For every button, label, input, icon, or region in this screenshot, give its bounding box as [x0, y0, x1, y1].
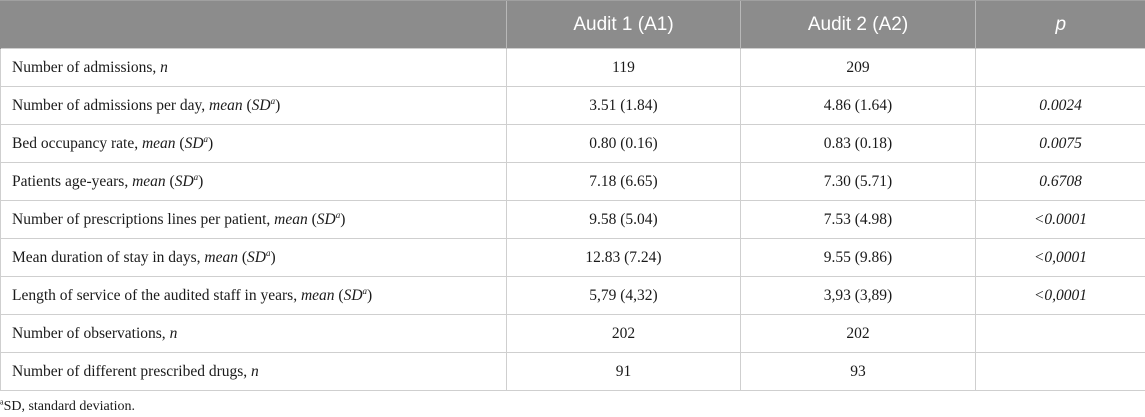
cell-audit2: 7.53 (4.98) — [740, 200, 976, 239]
row-stat: n — [160, 58, 168, 76]
sd-open: ( — [175, 134, 185, 152]
sd-open: ( — [334, 286, 344, 304]
cell-audit2: 9.55 (9.86) — [740, 238, 976, 277]
sd-close: ) — [340, 210, 346, 228]
cell-audit1: 7.18 (6.65) — [506, 162, 741, 201]
sd-close: ) — [275, 96, 281, 114]
table-row: Length of service of the audited staff i… — [0, 276, 1145, 315]
row-label-cell: Patients age-years, mean (SDa) — [0, 162, 507, 201]
header-cell-audit1: Audit 1 (A1) — [506, 0, 741, 49]
row-label-cell: Number of admissions per day, mean (SDa) — [0, 86, 507, 125]
row-label-cell: Number of admissions, n — [0, 48, 507, 87]
row-label: Mean duration of stay in days, — [12, 248, 205, 266]
cell-p-value — [975, 48, 1145, 87]
row-label-cell: Number of observations, n — [0, 314, 507, 353]
header-cell-label — [0, 0, 507, 49]
sd-close: ) — [367, 286, 373, 304]
row-label-cell: Bed occupancy rate, mean (SDa) — [0, 124, 507, 163]
table-header: Audit 1 (A1) Audit 2 (A2) p — [0, 0, 1145, 49]
sd-open: ( — [242, 96, 252, 114]
sd-label: SD — [343, 286, 363, 304]
sd-close: ) — [198, 172, 204, 190]
table-row: Number of admissions, n 119 209 — [0, 48, 1145, 87]
table-row: Number of observations, n 202 202 — [0, 314, 1145, 353]
sd-close: ) — [270, 248, 276, 266]
row-label: Number of admissions, — [12, 58, 161, 76]
table-row: Patients age-years, mean (SDa) 7.18 (6.65… — [0, 162, 1145, 201]
sd-label: SD — [251, 96, 271, 114]
row-stat: mean — [209, 96, 243, 114]
cell-audit2: 202 — [740, 314, 976, 353]
sd-footnote-marker: a — [203, 133, 209, 144]
cell-p-value: <0,0001 — [975, 276, 1145, 315]
sd-footnote-marker: a — [270, 95, 276, 106]
row-stat: mean — [141, 134, 176, 152]
sd-open: ( — [165, 172, 175, 190]
header-cell-audit2: Audit 2 (A2) — [740, 0, 976, 49]
cell-audit1: 202 — [506, 314, 741, 353]
row-label: Number of observations, — [12, 324, 170, 342]
sd-footnote-marker: a — [335, 209, 341, 220]
cell-p-value — [975, 314, 1145, 353]
header-row: Audit 1 (A1) Audit 2 (A2) p — [0, 0, 1145, 49]
row-label: Bed occupancy rate, — [12, 134, 142, 152]
row-stat: n — [169, 324, 178, 342]
row-label: Length of service of the audited staff i… — [12, 286, 301, 304]
sd-label: SD — [316, 210, 336, 228]
cell-audit1: 91 — [506, 352, 741, 391]
row-label: Number of prescriptions lines per patien… — [12, 210, 275, 228]
row-stat: n — [251, 362, 259, 380]
row-label-cell: Number of different prescribed drugs, n — [0, 352, 507, 391]
cell-audit1: 0.80 (0.16) — [506, 124, 741, 163]
row-label: Number of different prescribed drugs, — [12, 362, 252, 380]
sd-footnote-marker: a — [193, 171, 199, 182]
row-stat: mean — [132, 172, 166, 190]
sd-close: ) — [208, 134, 214, 152]
sd-label: SD — [247, 248, 266, 266]
footnote-text: SD, standard deviation. — [3, 399, 135, 414]
cell-audit2: 209 — [740, 48, 976, 87]
row-label-cell: Length of service of the audited staff i… — [0, 276, 507, 315]
row-stat: mean — [204, 248, 238, 266]
footnote-marker: a — [0, 397, 4, 407]
header-cell-p: p — [975, 0, 1145, 49]
cell-audit2: 3,93 (3,89) — [740, 276, 976, 315]
table-row: Number of prescriptions lines per patien… — [0, 200, 1145, 239]
data-table: Audit 1 (A1) Audit 2 (A2) p Number of ad… — [0, 0, 1145, 391]
row-label-cell: Mean duration of stay in days, mean (SDa… — [0, 238, 507, 277]
cell-p-value — [975, 352, 1145, 391]
cell-audit1: 9.58 (5.04) — [506, 200, 741, 239]
sd-label: SD — [174, 172, 194, 190]
sd-label: SD — [184, 134, 204, 152]
cell-audit2: 93 — [740, 352, 976, 391]
row-label-cell: Number of prescriptions lines per patien… — [0, 200, 507, 239]
table-row: Bed occupancy rate, mean (SDa) 0.80 (0.16… — [0, 124, 1145, 163]
sd-footnote-marker: a — [362, 285, 368, 296]
cell-audit1: 3.51 (1.84) — [506, 86, 741, 125]
cell-audit1: 5,79 (4,32) — [506, 276, 741, 315]
sd-open: ( — [307, 210, 317, 228]
sd-open: ( — [238, 248, 248, 266]
cell-p-value: 0.0075 — [975, 124, 1145, 163]
cell-audit2: 4.86 (1.64) — [740, 86, 976, 125]
cell-p-value: 0.6708 — [975, 162, 1145, 201]
cell-audit1: 119 — [506, 48, 741, 87]
table-body: Number of admissions, n 119 209 Number of a… — [0, 48, 1145, 391]
cell-p-value: <0.0001 — [975, 200, 1145, 239]
row-label: Number of admissions per day, — [12, 96, 210, 114]
cell-p-value: <0,0001 — [975, 238, 1145, 277]
cell-audit2: 0.83 (0.18) — [740, 124, 976, 163]
row-label: Patients age-years, — [12, 172, 133, 190]
cell-audit2: 7.30 (5.71) — [740, 162, 976, 201]
table-row: Mean duration of stay in days, mean (SDa… — [0, 238, 1145, 277]
cell-p-value: 0.0024 — [975, 86, 1145, 125]
row-stat: mean — [300, 286, 335, 304]
footnote: aSD, standard deviation. — [0, 397, 135, 415]
sd-footnote-marker: a — [266, 247, 271, 258]
row-stat: mean — [274, 210, 308, 228]
table-row: Number of admissions per day, mean (SDa)… — [0, 86, 1145, 125]
cell-audit1: 12.83 (7.24) — [506, 238, 741, 277]
